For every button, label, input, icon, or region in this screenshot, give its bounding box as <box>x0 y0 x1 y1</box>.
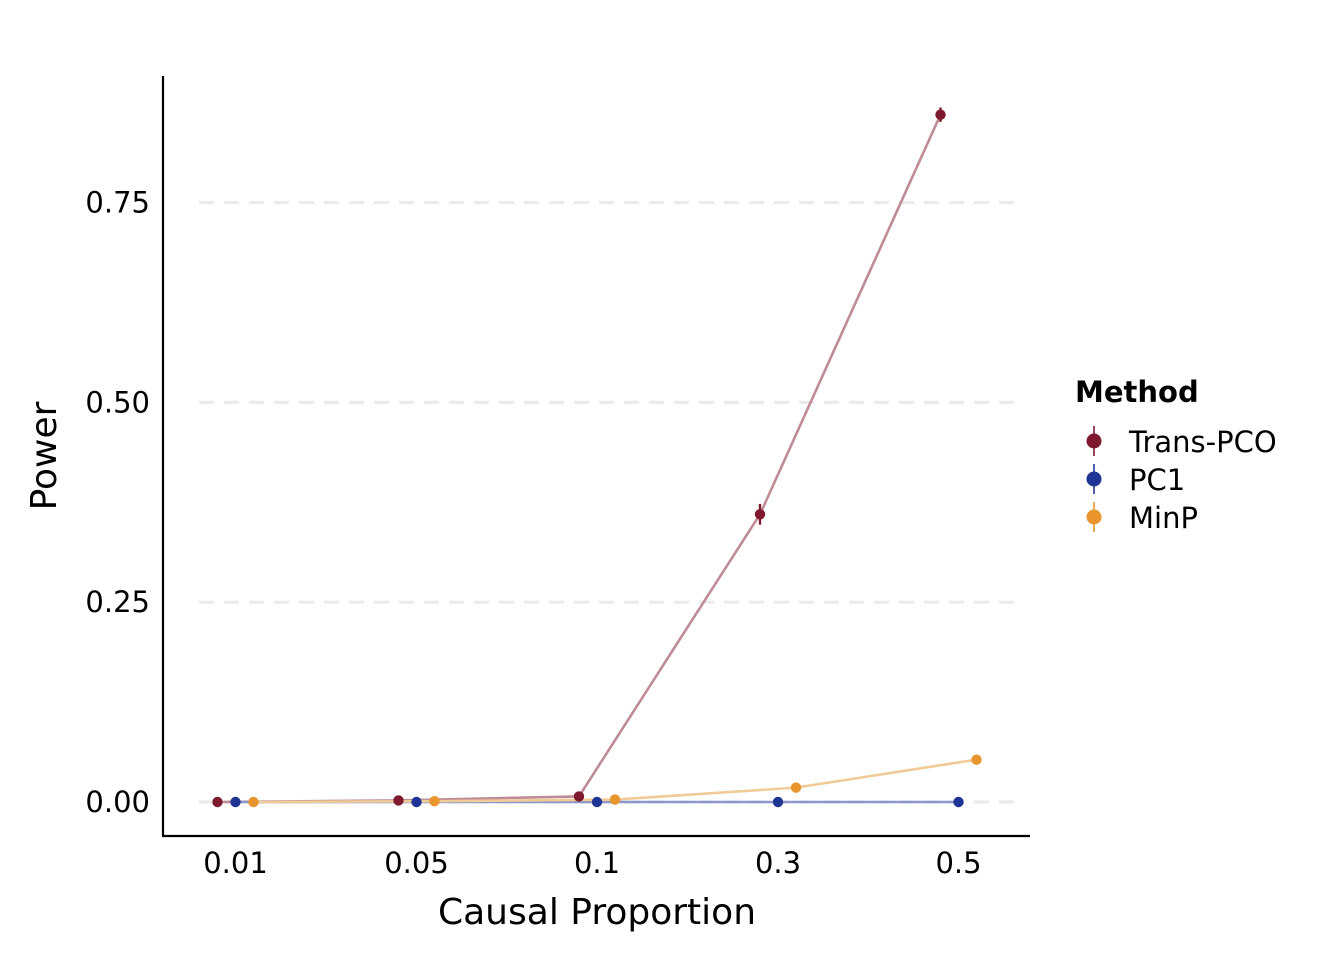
data-point <box>411 796 422 808</box>
axes <box>161 76 1030 838</box>
legend-key-dot <box>1086 471 1102 487</box>
data-point <box>754 509 766 520</box>
data-point <box>393 795 404 806</box>
y-ticks: 0.00 0.25 0.50 0.75 <box>85 186 150 819</box>
y-tick-label: 0.00 <box>85 785 150 819</box>
data-point <box>573 791 585 802</box>
x-axis-title: Causal Proportion <box>438 892 756 933</box>
legend-label: Trans-PCO <box>1128 425 1277 459</box>
y-tick-label: 0.75 <box>85 186 150 220</box>
data-point <box>248 796 259 808</box>
y-axis-title: Power <box>24 401 65 510</box>
x-tick-label: 0.05 <box>384 846 449 880</box>
x-tick-label: 0.01 <box>203 846 268 880</box>
data-point <box>230 796 241 808</box>
data-point <box>772 796 784 808</box>
legend-label: MinP <box>1129 501 1198 535</box>
legend-label: PC1 <box>1129 463 1185 497</box>
x-tick-label: 0.5 <box>935 846 981 880</box>
y-tick-label: 0.50 <box>85 385 150 419</box>
data-point <box>429 796 440 807</box>
gridlines <box>199 201 1021 804</box>
series-line-trans-pco <box>217 114 942 804</box>
data-point <box>790 782 802 793</box>
series-lines <box>212 107 982 808</box>
y-tick-label: 0.25 <box>85 585 150 619</box>
x-ticks: 0.01 0.05 0.1 0.3 0.5 <box>203 846 981 880</box>
data-point <box>953 796 964 808</box>
data-point <box>971 754 982 765</box>
data-point <box>609 794 621 805</box>
legend-title: Method <box>1075 375 1199 409</box>
data-point <box>591 796 603 808</box>
legend-key-dot <box>1086 433 1102 449</box>
legend: Method Trans-PCO PC1 MinP <box>1075 375 1277 535</box>
x-tick-label: 0.3 <box>755 846 801 880</box>
x-tick-label: 0.1 <box>574 846 620 880</box>
data-point <box>935 109 946 120</box>
data-point <box>212 796 223 808</box>
legend-key-dot <box>1086 509 1102 525</box>
